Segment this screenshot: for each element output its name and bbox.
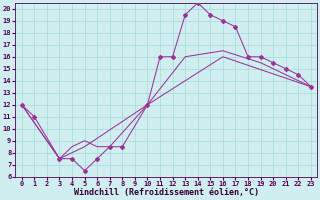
- X-axis label: Windchill (Refroidissement éolien,°C): Windchill (Refroidissement éolien,°C): [74, 188, 259, 197]
